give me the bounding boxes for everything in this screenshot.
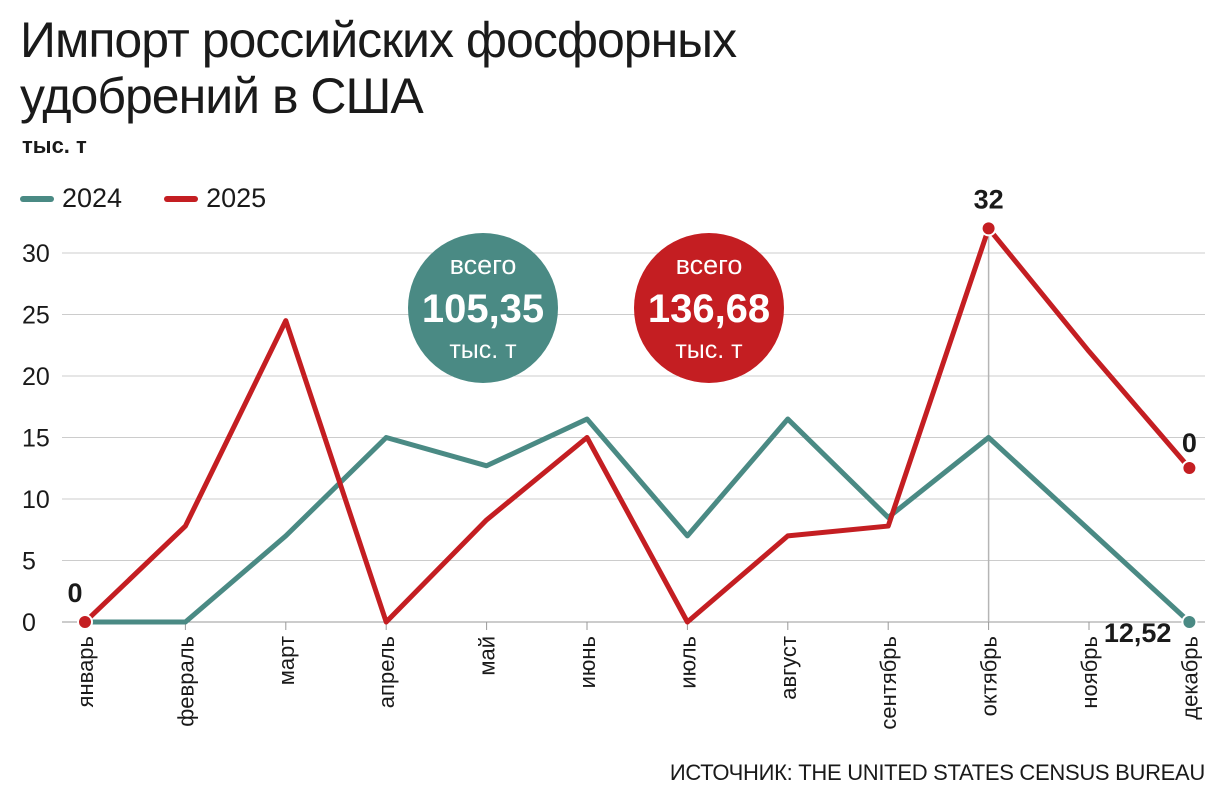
x-tick-label-4: май: [475, 636, 500, 676]
point-2025-0: [77, 614, 93, 630]
x-tick-label-7: август: [776, 636, 801, 700]
source-note: ИСТОЧНИК: THE UNITED STATES CENSUS BUREA…: [669, 760, 1205, 785]
chart-title: Импорт российских фосфорных удобрений в …: [20, 12, 920, 124]
total-badge-unit-2025: тыс. т: [675, 336, 743, 364]
y-tick-label-20: 20: [22, 363, 50, 391]
total-badge-value-2024: 105,35: [422, 287, 544, 331]
y-tick-label-30: 30: [22, 240, 50, 268]
x-tick-label-9: октябрь: [977, 636, 1002, 716]
legend: 2024 2025: [20, 183, 308, 214]
data-label-2025-11: 0: [1182, 428, 1197, 458]
total-badge-2025: [634, 233, 784, 383]
legend-item-2024: 2024: [20, 183, 122, 214]
y-tick-label-10: 10: [22, 486, 50, 514]
x-tick-label-5: июнь: [575, 636, 600, 688]
y-tick-label-5: 5: [22, 548, 36, 576]
y-tick-label-15: 15: [22, 425, 50, 453]
total-badge-unit-2024: тыс. т: [449, 336, 517, 364]
x-tick-label-0: январь: [73, 636, 98, 707]
legend-item-2025: 2025: [164, 183, 266, 214]
legend-label-2024: 2024: [62, 183, 123, 213]
data-label-2025-9: 32: [974, 184, 1004, 214]
x-tick-label-3: апрель: [374, 636, 399, 708]
total-badge-value-2025: 136,68: [648, 287, 770, 331]
point-2024-11: [1181, 614, 1198, 630]
title-line-1: Импорт российских фосфорных: [20, 12, 737, 68]
data-label-2025-0: 0: [67, 578, 82, 608]
x-tick-label-11: декабрь: [1177, 636, 1202, 720]
title-line-2: удобрений в США: [20, 68, 424, 124]
x-tick-label-6: июль: [675, 636, 700, 689]
unit-label: тыс. т: [22, 133, 87, 158]
x-tick-label-2: март: [274, 636, 299, 685]
x-tick-label-10: ноябрь: [1077, 636, 1102, 709]
total-badge-2024: [408, 233, 558, 383]
x-tick-label-8: сентябрь: [876, 636, 901, 730]
y-tick-label-25: 25: [22, 302, 50, 330]
legend-swatch-2025: [164, 195, 199, 202]
y-tick-label-0: 0: [22, 609, 36, 637]
total-badge-label-2024: всего: [450, 250, 517, 280]
point-2025-9: [980, 220, 997, 237]
point-2025-11: [1181, 460, 1198, 477]
series-line-2025: [82, 225, 1192, 625]
x-tick-label-1: февраль: [173, 636, 198, 727]
legend-label-2025: 2025: [206, 183, 267, 213]
total-badge-label-2025: всего: [676, 250, 743, 280]
legend-swatch-2024: [20, 195, 54, 202]
series-line-2024: [82, 416, 1192, 625]
data-label-2024-11: 12,52: [1104, 618, 1172, 648]
